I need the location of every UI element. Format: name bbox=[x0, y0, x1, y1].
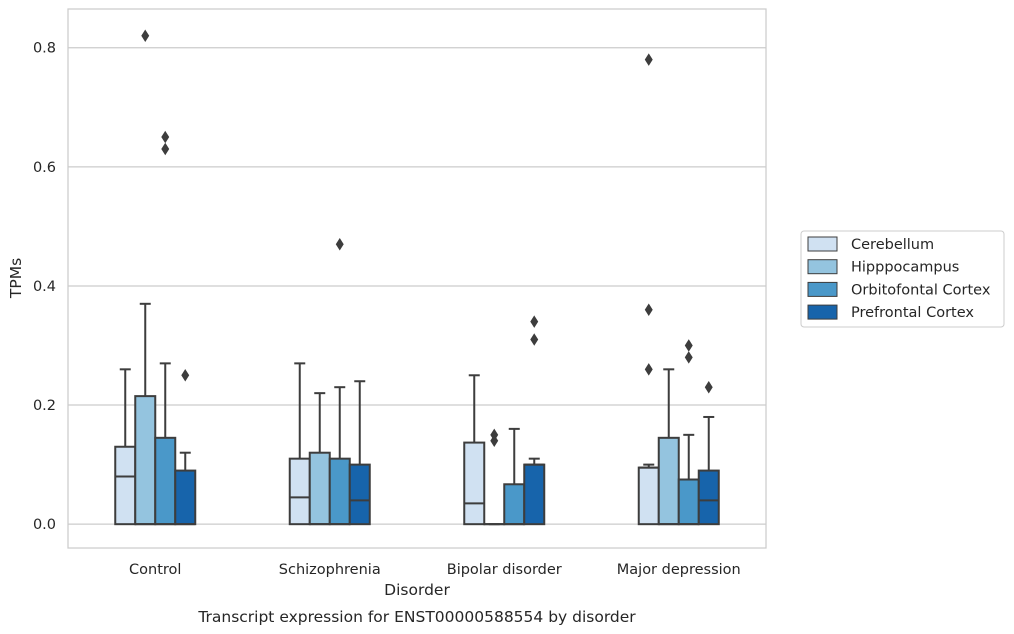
box-body bbox=[677, 478, 700, 526]
box-body bbox=[308, 451, 331, 526]
box-0-0 bbox=[114, 368, 137, 526]
y-tick-label: 0.6 bbox=[33, 160, 56, 176]
box-1-3 bbox=[348, 380, 371, 526]
outlier-point bbox=[704, 380, 713, 394]
legend-label: Cerebellum bbox=[851, 237, 934, 253]
outlier-point bbox=[684, 339, 693, 352]
box-3-2 bbox=[677, 339, 700, 526]
x-tick-label: Bipolar disorder bbox=[447, 562, 562, 578]
plot-frame bbox=[67, 8, 767, 549]
x-tick-labels: Control Schizophrenia Bipolar disorder Majo… bbox=[129, 562, 741, 578]
x-tick-label: Control bbox=[129, 562, 181, 578]
outlier-point bbox=[490, 428, 499, 442]
y-tick-labels: 0.0 0.2 0.4 0.6 0.8 bbox=[33, 41, 56, 533]
outlier-point bbox=[644, 363, 653, 376]
box-1-1 bbox=[308, 392, 331, 526]
outlier-point bbox=[161, 130, 170, 144]
box-body bbox=[637, 466, 660, 526]
box-body bbox=[697, 469, 720, 526]
x-tick-label: Major depression bbox=[617, 562, 741, 578]
box-body bbox=[154, 436, 177, 526]
outlier-point bbox=[161, 142, 170, 156]
box-body bbox=[114, 445, 137, 526]
box-body bbox=[134, 395, 157, 526]
box-0-2 bbox=[154, 130, 177, 526]
box-3-3 bbox=[697, 380, 720, 526]
y-tick-label: 0.4 bbox=[33, 279, 56, 295]
outlier-point bbox=[684, 351, 693, 364]
y-tick-label: 0.8 bbox=[33, 41, 56, 57]
box-2-2 bbox=[503, 427, 526, 526]
legend: Cerebellum Hipppocampus Orbitofontal Corte… bbox=[800, 230, 1005, 328]
box-body bbox=[328, 457, 351, 526]
box-2-0 bbox=[463, 374, 486, 526]
box-body bbox=[657, 436, 680, 526]
outlier-point bbox=[644, 303, 653, 317]
y-tick-label: 0.0 bbox=[33, 517, 56, 533]
box-0-3 bbox=[174, 369, 197, 526]
box-body bbox=[463, 441, 486, 526]
outlier-point bbox=[530, 315, 539, 328]
legend-label: Orbitofontal Cortex bbox=[851, 282, 991, 298]
box-body bbox=[523, 463, 546, 526]
outlier-point bbox=[644, 53, 653, 66]
box-body bbox=[288, 457, 311, 526]
box-2-3 bbox=[523, 315, 546, 526]
legend-swatch bbox=[807, 236, 838, 252]
y-axis-label: TPMs bbox=[7, 258, 25, 299]
box-body bbox=[174, 469, 197, 526]
legend-swatch bbox=[807, 281, 838, 297]
outlier-point bbox=[141, 29, 150, 43]
legend-frame bbox=[800, 230, 1005, 328]
figure-caption: Transcript expression for ENST0000058855… bbox=[197, 608, 636, 626]
boxes bbox=[114, 29, 720, 526]
legend-label: Prefrontal Cortex bbox=[851, 305, 974, 321]
box-body bbox=[348, 463, 371, 526]
legend-swatch bbox=[807, 304, 838, 320]
legend-items: Cerebellum Hipppocampus Orbitofontal Corte… bbox=[807, 236, 991, 321]
x-axis-label: Disorder bbox=[384, 581, 450, 599]
y-tick-label: 0.2 bbox=[33, 398, 56, 414]
outlier-point bbox=[335, 238, 344, 251]
legend-swatch bbox=[807, 259, 838, 275]
x-tick-label: Schizophrenia bbox=[279, 562, 381, 578]
outlier-point bbox=[530, 333, 539, 346]
legend-label: Hipppocampus bbox=[851, 260, 959, 276]
outlier-point bbox=[181, 369, 190, 382]
box-body bbox=[503, 483, 526, 526]
